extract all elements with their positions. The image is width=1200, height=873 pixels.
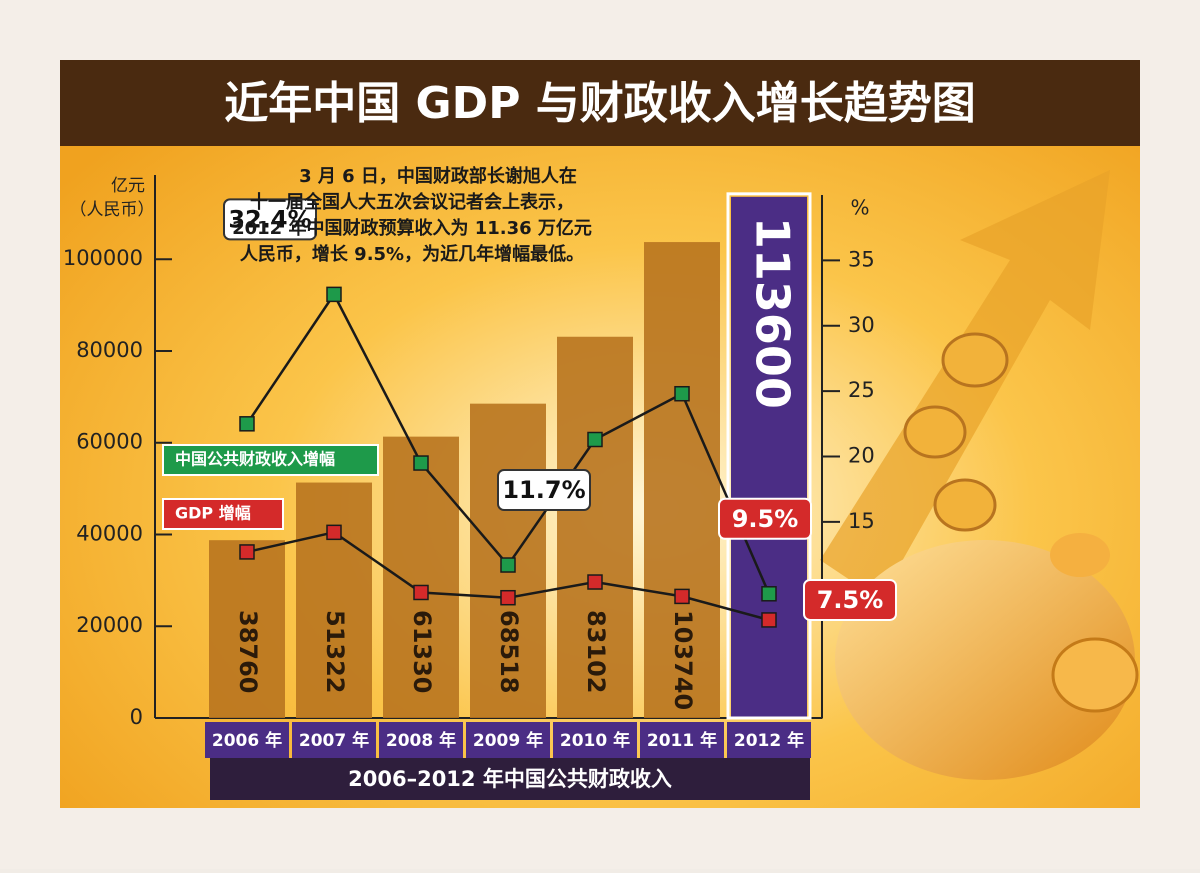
y-tick-label: 20000 bbox=[76, 613, 143, 637]
category-box bbox=[292, 722, 376, 758]
point-marker bbox=[326, 524, 342, 541]
bar bbox=[296, 482, 372, 718]
title-bar bbox=[60, 60, 1140, 146]
point-marker bbox=[500, 589, 516, 606]
point-marker bbox=[761, 612, 777, 628]
x-title-bar bbox=[210, 758, 810, 800]
point-marker bbox=[413, 455, 429, 471]
y-tick-label: 0 bbox=[130, 705, 143, 729]
x-tick-label: 2009 年 bbox=[473, 730, 543, 751]
point-marker bbox=[239, 416, 255, 432]
point-marker bbox=[413, 584, 429, 601]
annotation: 十一届全国人大五次会议记者会上表示， bbox=[250, 191, 574, 213]
category-box bbox=[553, 722, 637, 758]
bar-value-label: 51322 bbox=[321, 610, 349, 694]
x-tick-label: 2008 年 bbox=[386, 730, 456, 751]
data-label: 7.5% bbox=[817, 586, 884, 614]
data-label: 11.7% bbox=[502, 476, 585, 504]
y-tick-label: 60000 bbox=[76, 430, 143, 454]
callout-box bbox=[803, 578, 897, 621]
point-marker bbox=[674, 588, 690, 605]
point-marker bbox=[239, 544, 255, 560]
x-tick-label: 2006 年 bbox=[212, 730, 282, 751]
bar-value-label: 113600 bbox=[746, 217, 800, 409]
point-marker bbox=[500, 557, 516, 573]
bar-value-label: 38760 bbox=[234, 610, 262, 694]
bar bbox=[383, 436, 459, 718]
data-label: 32.4% bbox=[228, 205, 311, 233]
bar bbox=[209, 540, 285, 718]
y-tick-label: 100000 bbox=[63, 246, 143, 270]
category-box bbox=[640, 722, 724, 758]
point-marker bbox=[587, 574, 603, 590]
bar-value-label: 103740 bbox=[669, 610, 697, 710]
category-box bbox=[466, 722, 550, 758]
point-marker bbox=[326, 286, 342, 303]
category-box bbox=[205, 722, 289, 758]
callout-box bbox=[223, 198, 317, 241]
bar bbox=[644, 242, 720, 718]
y2-axis-label: % bbox=[850, 196, 869, 220]
annotation: 3 月 6 日，中国财政部长谢旭人在 bbox=[299, 165, 577, 187]
bar-value-label: 68518 bbox=[495, 610, 523, 694]
chart-title: 近年中国 GDP 与财政收入增长趋势图 bbox=[224, 78, 976, 129]
piggy-bank bbox=[835, 332, 1139, 780]
bar-value-label: 83102 bbox=[582, 610, 610, 694]
x-tick-label: 2010 年 bbox=[560, 730, 630, 751]
bar-outline bbox=[726, 192, 812, 720]
callout-box bbox=[718, 497, 812, 540]
callout-box bbox=[497, 469, 591, 512]
y2-tick-label: 15 bbox=[848, 509, 875, 533]
y2-tick-label: 25 bbox=[848, 378, 875, 402]
legend-box bbox=[162, 444, 379, 476]
bar-value-label: 61330 bbox=[408, 610, 436, 694]
point-marker bbox=[587, 431, 603, 448]
x-tick-label: 2011 年 bbox=[647, 730, 717, 751]
x-axis-title: 2006–2012 年中国公共财政收入 bbox=[348, 767, 672, 791]
data-label: 9.5% bbox=[732, 505, 799, 533]
y-tick-label: 80000 bbox=[76, 338, 143, 362]
legend-box bbox=[162, 498, 284, 530]
category-box bbox=[379, 722, 463, 758]
legend-label: 中国公共财政收入增幅 bbox=[175, 450, 335, 469]
x-tick-label: 2007 年 bbox=[299, 730, 369, 751]
x-tick-label: 2012 年 bbox=[734, 730, 804, 751]
category-box bbox=[727, 722, 811, 758]
y2-tick-label: 35 bbox=[848, 247, 875, 271]
legend-label: GDP 增幅 bbox=[175, 504, 251, 523]
y2-tick-label: 20 bbox=[848, 444, 875, 468]
y-axis-label: 亿元 bbox=[111, 176, 145, 196]
point-marker bbox=[761, 586, 777, 602]
bar bbox=[557, 336, 633, 718]
y2-tick-label: 30 bbox=[848, 313, 875, 337]
annotation: 人民币，增长 9.5%，为近几年增幅最低。 bbox=[240, 243, 584, 265]
y-axis-label: （人民币） bbox=[70, 200, 155, 220]
annotation: 2012 年中国财政预算收入为 11.36 万亿元 bbox=[232, 217, 592, 239]
y-tick-label: 40000 bbox=[76, 521, 143, 545]
bar bbox=[731, 196, 807, 718]
point-marker bbox=[674, 385, 690, 402]
